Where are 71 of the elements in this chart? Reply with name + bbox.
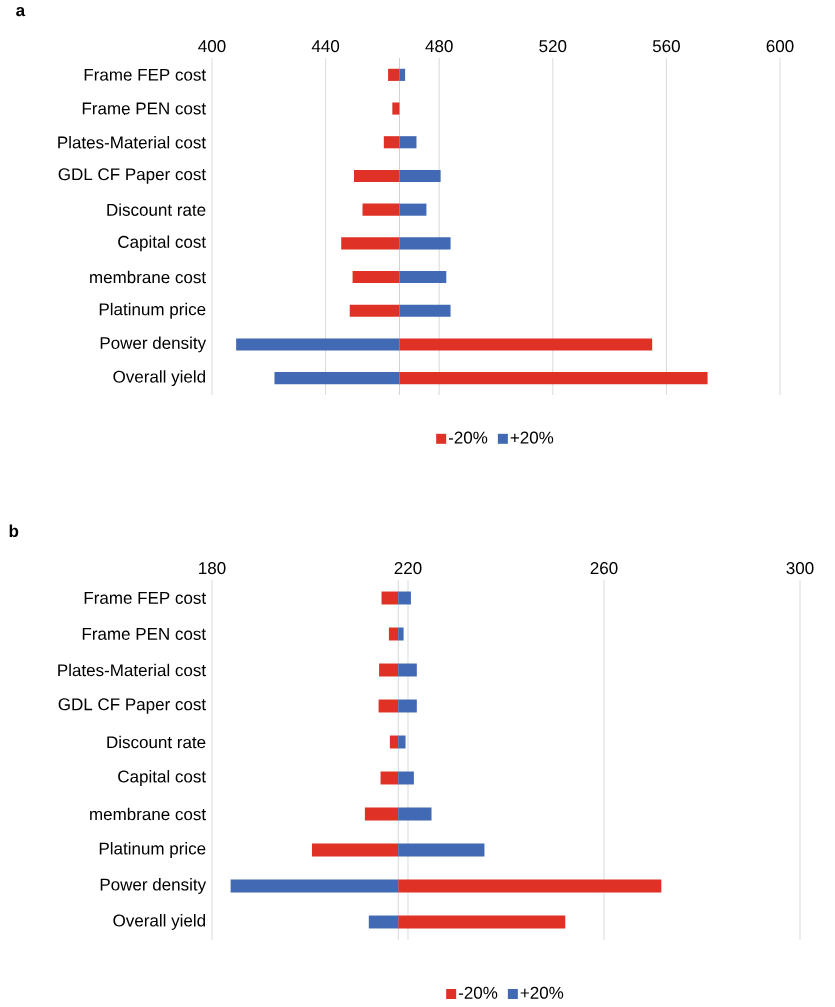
bar <box>399 270 447 284</box>
bar <box>398 807 432 821</box>
y-tick-label: GDL CF Paper cost <box>58 698 206 714</box>
legend-label: -20% <box>458 986 498 999</box>
bar <box>379 663 399 677</box>
y-tick-label: Plates-Material cost <box>58 663 206 677</box>
x-tick-label: 480 <box>425 40 453 53</box>
bar <box>398 735 406 749</box>
bar <box>398 771 414 785</box>
bar <box>398 879 662 893</box>
bar <box>368 915 399 929</box>
text: b <box>9 524 19 538</box>
bar <box>383 136 400 149</box>
y-tick-label: membrane cost <box>90 270 206 284</box>
y-tick-label: GDL CF Paper cost <box>58 168 206 184</box>
y-tick-label: Capital cost <box>118 235 206 252</box>
bar <box>399 338 653 351</box>
x-tick-label: 180 <box>199 562 226 575</box>
bar <box>362 203 400 216</box>
y-tick-label: membrane cost <box>90 807 206 821</box>
y-tick-label: Power density <box>100 336 207 353</box>
bar <box>230 879 399 893</box>
bar <box>349 304 400 317</box>
bar <box>399 68 406 81</box>
x-tick-label: 560 <box>652 40 680 53</box>
y-tick-label: Overall yield <box>113 370 205 387</box>
legend-label: +20% <box>520 986 564 999</box>
x-tick-label: 260 <box>590 562 618 575</box>
bar <box>352 270 400 284</box>
bar <box>398 915 566 929</box>
y-tick-label: Discount rate <box>107 735 206 749</box>
y-tick-label: Frame PEN cost <box>82 628 206 640</box>
legend-label: +20% <box>510 431 554 444</box>
y-tick-label: Platinum price <box>99 842 206 858</box>
x-tick-label: 300 <box>786 562 814 575</box>
y-tick-label: Power density <box>100 878 207 894</box>
y-tick-label: Overall yield <box>113 914 205 930</box>
x-tick-label: 400 <box>198 40 226 53</box>
bar <box>399 237 451 250</box>
bar <box>354 169 400 183</box>
bar <box>378 699 399 713</box>
bar <box>399 169 441 183</box>
y-tick-label: Frame FEP cost <box>84 592 206 604</box>
bar <box>388 68 400 81</box>
bar <box>399 372 708 385</box>
y-tick-label: Discount rate <box>107 203 206 216</box>
bar <box>341 237 400 250</box>
bar <box>398 591 411 605</box>
text: a <box>16 6 26 17</box>
y-tick-label: Frame FEP cost <box>84 68 206 81</box>
bar <box>311 843 399 857</box>
x-tick-label: 520 <box>539 40 567 53</box>
y-tick-label: Plates-Material cost <box>58 136 206 149</box>
x-tick-label: 600 <box>766 40 794 53</box>
bar <box>398 699 417 713</box>
bar <box>398 843 485 857</box>
y-tick-label: Capital cost <box>118 770 206 786</box>
bar <box>364 807 399 821</box>
bar <box>236 338 400 351</box>
bar <box>398 663 417 677</box>
y-tick-label: Platinum price <box>99 302 206 319</box>
bar <box>399 136 417 149</box>
bar <box>399 304 451 317</box>
x-tick-label: 440 <box>311 40 340 53</box>
legend-label: -20% <box>448 431 488 444</box>
bar <box>274 372 400 385</box>
bar <box>399 203 427 216</box>
y-tick-label: Frame PEN cost <box>82 102 206 115</box>
bar <box>398 627 404 641</box>
bar <box>392 102 400 115</box>
x-tick-label: 220 <box>394 562 422 575</box>
